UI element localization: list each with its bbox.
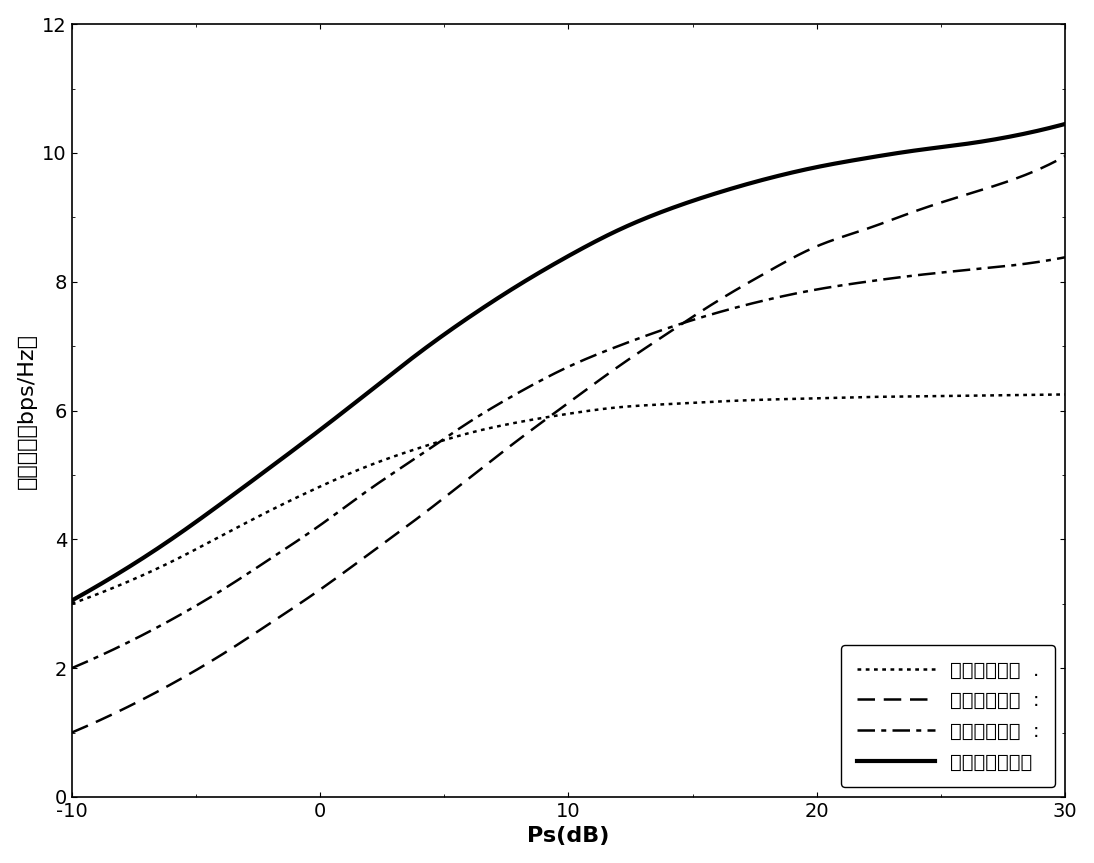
Y-axis label: 通历速率（bps/Hz）: 通历速率（bps/Hz）: [16, 332, 37, 488]
X-axis label: Ps(dB): Ps(dB): [527, 827, 609, 847]
Legend: 天线选择方案  ., 天线选择方案  :, 天线选择方案  :, 自适应天线选择: 天线选择方案 ., 天线选择方案 :, 天线选择方案 :, 自适应天线选择: [841, 645, 1056, 787]
